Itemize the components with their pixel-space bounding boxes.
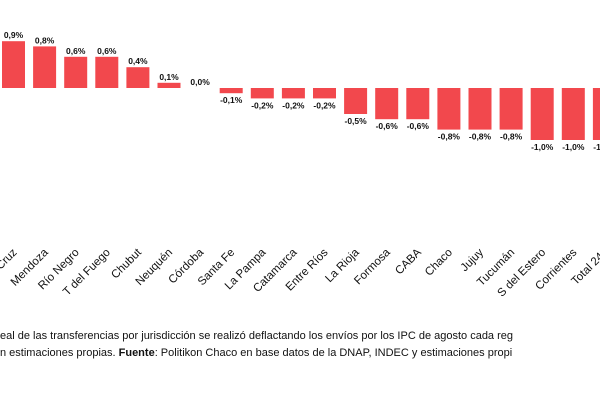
bar [157, 82, 181, 88]
value-label: -1,0% [593, 142, 600, 152]
footnote-source-text: : Politikon Chaco en base datos de la DN… [154, 347, 513, 359]
value-label: 0,6% [97, 46, 117, 56]
bar [64, 56, 88, 88]
bar [250, 88, 274, 99]
value-label: 0,9% [4, 30, 24, 40]
bar [437, 88, 461, 130]
value-label: -0,6% [376, 121, 399, 131]
footnote-source-label: Fuente [118, 347, 155, 359]
value-label: -0,6% [407, 121, 430, 131]
bar [33, 46, 57, 88]
bar [375, 88, 399, 120]
category-label: Cruz [0, 246, 20, 272]
value-label: 0,8% [35, 35, 55, 45]
value-label: -0,2% [251, 100, 274, 110]
value-label: -0,8% [500, 132, 523, 142]
value-label: -0,8% [438, 132, 461, 142]
bar [95, 56, 119, 88]
value-label: 0,6% [66, 46, 86, 56]
bar [561, 88, 585, 140]
bar [313, 88, 336, 99]
footnote-source: n estimaciones propias. Fuente: Politiko… [0, 346, 600, 360]
bar [281, 88, 305, 99]
category-label: Chaco [423, 247, 455, 279]
bar [530, 88, 554, 140]
bar [344, 88, 368, 114]
value-label: -0,2% [282, 100, 305, 110]
value-label: 0,4% [128, 56, 148, 66]
footnote-estimates-text: n estimaciones propias. [0, 347, 119, 359]
value-label: 0,1% [159, 72, 179, 82]
value-label: -0,8% [469, 132, 492, 142]
footnote-methodology: eal de las transferencias por jurisdicci… [0, 330, 514, 342]
category-label: CABA [393, 246, 424, 277]
bar [406, 88, 430, 120]
category-label: Jujuy [459, 246, 487, 274]
value-label: -0,1% [220, 95, 243, 105]
value-label: -1,0% [531, 142, 554, 152]
bar [592, 88, 600, 140]
bar [468, 88, 492, 130]
value-label: -0,5% [344, 116, 367, 126]
value-label: 0,0% [190, 77, 210, 87]
bar [219, 88, 243, 94]
bar [499, 88, 523, 130]
bar [2, 41, 25, 88]
value-label: -0,2% [313, 100, 336, 110]
bar [126, 67, 150, 88]
value-label: -1,0% [562, 142, 585, 152]
